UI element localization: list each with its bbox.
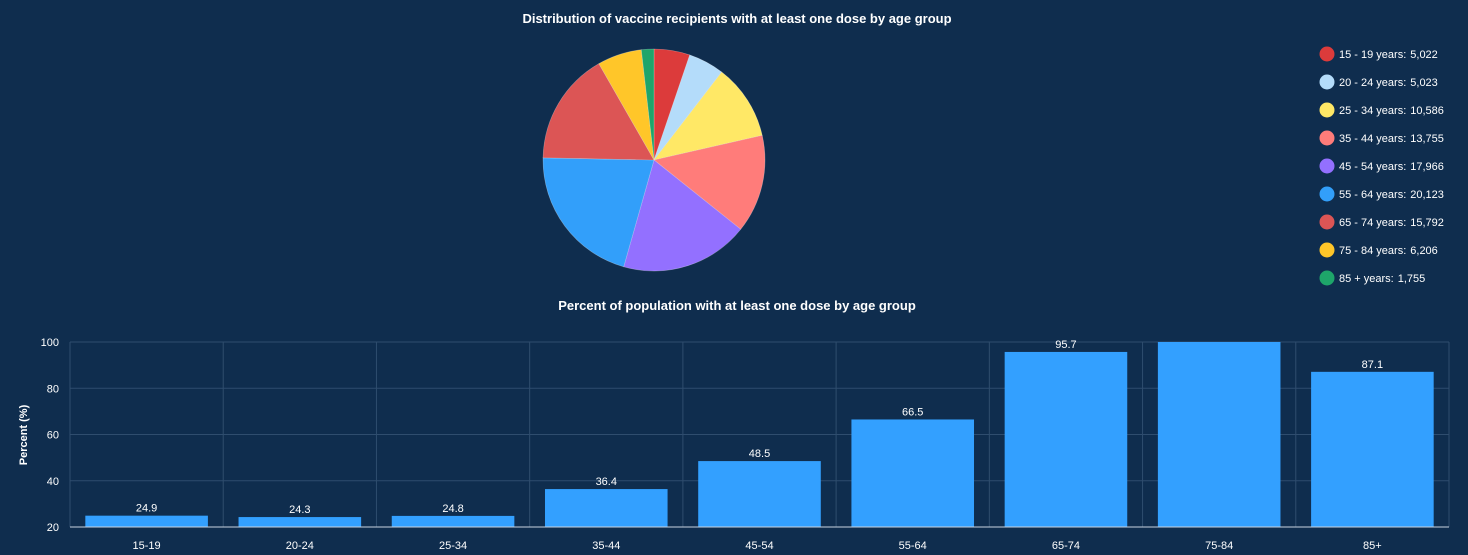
legend-label-6: 65 - 74 years: 15,792 <box>1339 217 1444 229</box>
legend-label-4: 45 - 54 years: 17,966 <box>1339 161 1444 173</box>
pie-legend: 15 - 19 years: 5,022 20 - 24 years: 5,023 25… <box>1319 46 1444 286</box>
legend-swatch-8 <box>1319 270 1335 286</box>
legend-swatch-0 <box>1319 46 1335 62</box>
pie-chart <box>542 48 766 272</box>
bar-20-24[interactable] <box>238 517 362 527</box>
pie-chart-title: Distribution of vaccine recipients with … <box>522 11 951 26</box>
legend-label-8: 85 + years: 1,755 <box>1339 273 1425 285</box>
legend-item-5[interactable]: 55 - 64 years: 20,123 <box>1319 186 1444 202</box>
legend-category-5: 55 - 64 years: <box>1339 189 1406 201</box>
legend-category-6: 65 - 74 years: <box>1339 217 1406 229</box>
x-tick-label-0: 15-19 <box>133 540 161 552</box>
legend-item-6[interactable]: 65 - 74 years: 15,792 <box>1319 214 1444 230</box>
y-tick-label-4: 100 <box>41 337 59 349</box>
pie-slice-3[interactable] <box>653 135 766 230</box>
legend-item-3[interactable]: 35 - 44 years: 13,755 <box>1319 130 1444 146</box>
legend-label-7: 75 - 84 years: 6,206 <box>1339 245 1438 257</box>
pie-slice-6[interactable] <box>542 63 655 161</box>
legend-swatch-6 <box>1319 214 1335 230</box>
legend-value-5: 20,123 <box>1410 189 1444 201</box>
legend-category-1: 20 - 24 years: <box>1339 77 1406 89</box>
legend-swatch-4 <box>1319 158 1335 174</box>
bar-75-84[interactable] <box>1157 342 1281 527</box>
legend-value-4: 17,966 <box>1410 161 1444 173</box>
y-tick-label-3: 80 <box>47 383 59 395</box>
pie-slice-2[interactable] <box>653 71 763 161</box>
legend-label-0: 15 - 19 years: 5,022 <box>1339 49 1438 61</box>
legend-item-7[interactable]: 75 - 84 years: 6,206 <box>1319 242 1438 258</box>
bar-value-label-5: 66.5 <box>902 406 923 418</box>
x-tick-label-4: 45-54 <box>745 540 773 552</box>
legend-label-5: 55 - 64 years: 20,123 <box>1339 189 1444 201</box>
legend-value-2: 10,586 <box>1410 105 1444 117</box>
x-tick-label-5: 55-64 <box>899 540 927 552</box>
legend-category-2: 25 - 34 years: <box>1339 105 1406 117</box>
bar-value-label-1: 24.3 <box>289 504 310 516</box>
legend-category-4: 45 - 54 years: <box>1339 161 1406 173</box>
bar-value-label-2: 24.8 <box>442 503 463 515</box>
legend-swatch-3 <box>1319 130 1335 146</box>
bar-value-label-3: 36.4 <box>596 476 617 488</box>
legend-value-1: 5,023 <box>1410 77 1438 89</box>
bar-85+[interactable] <box>1311 371 1434 527</box>
x-tick-label-2: 25-34 <box>439 540 467 552</box>
bar-25-34[interactable] <box>391 515 515 527</box>
legend-swatch-5 <box>1319 186 1335 202</box>
legend-label-2: 25 - 34 years: 10,586 <box>1339 105 1444 117</box>
pie-slice-4[interactable] <box>623 159 742 272</box>
bar-chart: 20 40 60 80 100 24.9 15-19 24.3 20-24 24.8 25-34 36… <box>41 337 1450 552</box>
bar-value-label-4: 48.5 <box>749 448 770 460</box>
legend-item-1[interactable]: 20 - 24 years: 5,023 <box>1319 74 1438 90</box>
legend-category-7: 75 - 84 years: <box>1339 245 1406 257</box>
legend-value-7: 6,206 <box>1410 245 1438 257</box>
x-tick-label-6: 65-74 <box>1052 540 1080 552</box>
x-tick-label-8: 85+ <box>1363 540 1382 552</box>
legend-item-8[interactable]: 85 + years: 1,755 <box>1319 270 1426 286</box>
pie-slice-5[interactable] <box>542 157 655 268</box>
legend-item-2[interactable]: 25 - 34 years: 10,586 <box>1319 102 1444 118</box>
pie-slice-0[interactable] <box>653 48 691 161</box>
legend-category-0: 15 - 19 years: <box>1339 49 1406 61</box>
legend-swatch-2 <box>1319 102 1335 118</box>
legend-swatch-7 <box>1319 242 1335 258</box>
legend-category-8: 85 + years: <box>1339 273 1394 285</box>
x-tick-label-1: 20-24 <box>286 540 314 552</box>
legend-value-0: 5,022 <box>1410 49 1438 61</box>
bar-45-54[interactable] <box>698 461 821 527</box>
y-tick-label-2: 60 <box>47 430 59 442</box>
legend-label-1: 20 - 24 years: 5,023 <box>1339 77 1438 89</box>
legend-value-6: 15,792 <box>1410 217 1444 229</box>
pie-slice-1[interactable] <box>653 54 723 161</box>
bar-35-44[interactable] <box>544 489 668 527</box>
legend-category-3: 35 - 44 years: <box>1339 133 1406 145</box>
x-tick-label-7: 75-84 <box>1205 540 1233 552</box>
y-tick-label-1: 40 <box>47 476 59 488</box>
pie-slice-7[interactable] <box>598 49 655 161</box>
pie-slice-8[interactable] <box>640 48 655 161</box>
bar-value-label-0: 24.9 <box>136 503 157 515</box>
bar-65-74[interactable] <box>1004 351 1128 527</box>
legend-value-8: 1,755 <box>1398 273 1426 285</box>
x-tick-label-3: 35-44 <box>592 540 620 552</box>
y-tick-label-0: 20 <box>47 522 59 534</box>
bar-value-label-8: 87.1 <box>1362 359 1383 371</box>
y-axis-title: Percent (%) <box>18 404 30 465</box>
bar-15-19[interactable] <box>85 515 208 527</box>
bar-value-label-6: 95.7 <box>1055 339 1076 351</box>
bar-55-64[interactable] <box>851 419 975 527</box>
legend-swatch-1 <box>1319 74 1335 90</box>
legend-item-4[interactable]: 45 - 54 years: 17,966 <box>1319 158 1444 174</box>
bar-chart-title: Percent of population with at least one … <box>558 298 916 313</box>
legend-item-0[interactable]: 15 - 19 years: 5,022 <box>1319 46 1438 62</box>
legend-label-3: 35 - 44 years: 13,755 <box>1339 133 1444 145</box>
legend-value-3: 13,755 <box>1410 133 1444 145</box>
